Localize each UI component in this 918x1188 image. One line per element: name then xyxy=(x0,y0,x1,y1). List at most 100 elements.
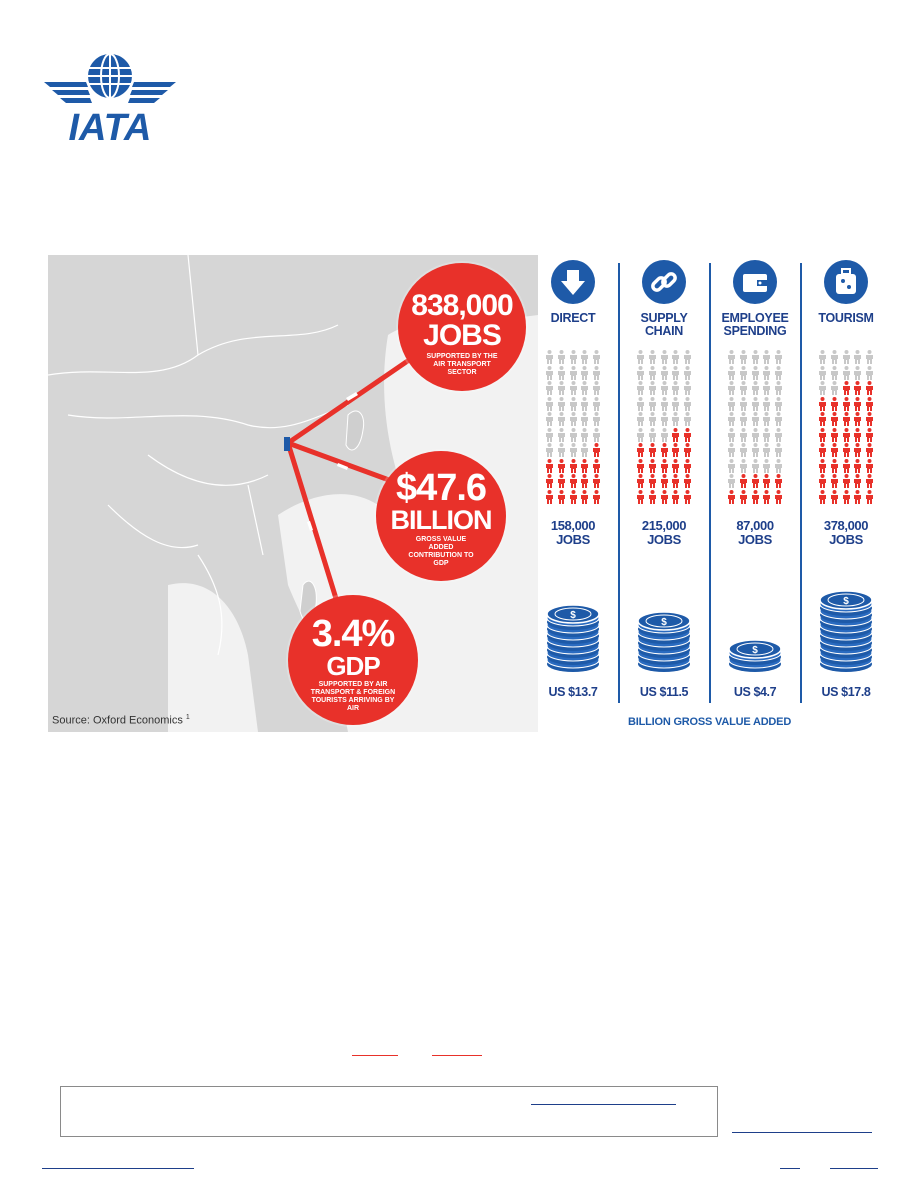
person-icon xyxy=(683,458,692,478)
person-icon xyxy=(830,458,839,478)
person-icon xyxy=(592,489,601,509)
person-icon xyxy=(853,474,862,493)
person-icon xyxy=(853,443,862,462)
person-icon xyxy=(660,396,669,416)
person-icon xyxy=(865,489,874,509)
link-underline[interactable] xyxy=(531,1104,676,1105)
column-tourism: TOURISM 378,000 JOBS $ US $17.8 xyxy=(801,255,891,715)
person-icon xyxy=(842,350,851,369)
person-icon xyxy=(739,458,748,478)
person-icon xyxy=(660,474,669,493)
person-icon xyxy=(818,381,827,400)
coin-stack: $ xyxy=(710,639,800,679)
person-icon xyxy=(774,396,783,416)
person-icon xyxy=(569,365,578,385)
person-icon xyxy=(569,489,578,509)
gva-bubble-value: $47.6 xyxy=(395,467,487,509)
person-icon xyxy=(671,396,680,416)
person-icon xyxy=(671,489,680,509)
person-icon xyxy=(818,412,827,431)
person-icon xyxy=(648,427,657,447)
person-icon xyxy=(545,427,554,447)
coin-stack-icon: $ xyxy=(637,611,691,672)
person-icon xyxy=(751,489,760,509)
column-title: DIRECT xyxy=(550,311,596,325)
person-icon xyxy=(671,458,680,478)
person-icon xyxy=(648,489,657,509)
link-underline[interactable] xyxy=(780,1168,800,1169)
person-icon xyxy=(569,396,578,416)
person-icon xyxy=(774,381,783,400)
link-underline[interactable] xyxy=(42,1168,194,1169)
svg-text:$: $ xyxy=(843,596,849,607)
people-grid xyxy=(636,350,692,509)
link-underline[interactable] xyxy=(352,1055,398,1056)
person-icon xyxy=(580,365,589,385)
person-icon xyxy=(683,427,692,447)
gdp-bubble-value: 3.4% xyxy=(311,613,396,655)
person-icon xyxy=(739,381,748,400)
person-icon xyxy=(569,412,578,431)
jobs-bubble-desc: SUPPORTED BY THE AIR TRANSPORT SECTOR xyxy=(426,353,498,377)
person-icon xyxy=(660,365,669,385)
person-icon xyxy=(739,365,748,385)
person-icon xyxy=(636,427,645,447)
link-underline[interactable] xyxy=(732,1132,872,1133)
gva-value: US $11.5 xyxy=(639,685,689,699)
person-icon xyxy=(762,443,771,462)
person-icon xyxy=(751,381,760,400)
person-icon xyxy=(818,458,827,478)
person-icon xyxy=(751,396,760,416)
coin-stack-icon: $ xyxy=(819,590,873,672)
person-icon xyxy=(569,443,578,462)
person-icon xyxy=(557,443,566,462)
person-icon xyxy=(660,350,669,369)
column-direct: DIRECT 158,000 JOBS $ US $13.7 xyxy=(528,255,618,715)
person-icon xyxy=(683,350,692,369)
person-icon xyxy=(545,381,554,400)
person-icon xyxy=(569,458,578,478)
person-icon xyxy=(751,458,760,478)
person-icon xyxy=(842,489,851,509)
person-icon xyxy=(762,474,771,493)
person-icon xyxy=(762,350,771,369)
person-icon xyxy=(580,412,589,431)
person-icon xyxy=(774,474,783,493)
person-icon xyxy=(660,443,669,462)
person-icon xyxy=(636,365,645,385)
person-icon xyxy=(557,458,566,478)
person-icon xyxy=(830,381,839,400)
coin-stack-icon: $ xyxy=(728,639,782,672)
person-icon xyxy=(830,412,839,431)
person-icon xyxy=(865,427,874,447)
person-icon xyxy=(842,427,851,447)
coin-stack: $ xyxy=(619,611,709,679)
person-icon xyxy=(818,396,827,416)
person-icon xyxy=(762,396,771,416)
person-icon xyxy=(853,427,862,447)
person-icon xyxy=(739,350,748,369)
person-icon xyxy=(671,474,680,493)
iata-logo: IATA xyxy=(40,48,180,148)
person-icon xyxy=(660,412,669,431)
gdp-bubble-desc: SUPPORTED BY AIR TRANSPORT & FOREIGN TOU… xyxy=(310,681,396,713)
person-icon xyxy=(660,381,669,400)
person-icon xyxy=(660,458,669,478)
person-icon xyxy=(580,489,589,509)
coin-stack: $ xyxy=(528,604,618,679)
person-icon xyxy=(683,381,692,400)
person-icon xyxy=(592,350,601,369)
person-icon xyxy=(830,489,839,509)
link-underline[interactable] xyxy=(432,1055,482,1056)
person-icon xyxy=(774,365,783,385)
person-icon xyxy=(545,365,554,385)
person-icon xyxy=(683,412,692,431)
jobs-count: 378,000 JOBS xyxy=(823,518,869,547)
person-icon xyxy=(727,381,736,400)
person-icon xyxy=(648,350,657,369)
gva-bubble-desc: GROSS VALUE ADDED CONTRIBUTION TO GDP xyxy=(408,536,474,568)
person-icon xyxy=(545,474,554,493)
person-icon xyxy=(830,350,839,369)
link-underline[interactable] xyxy=(830,1168,878,1169)
person-icon xyxy=(751,443,760,462)
